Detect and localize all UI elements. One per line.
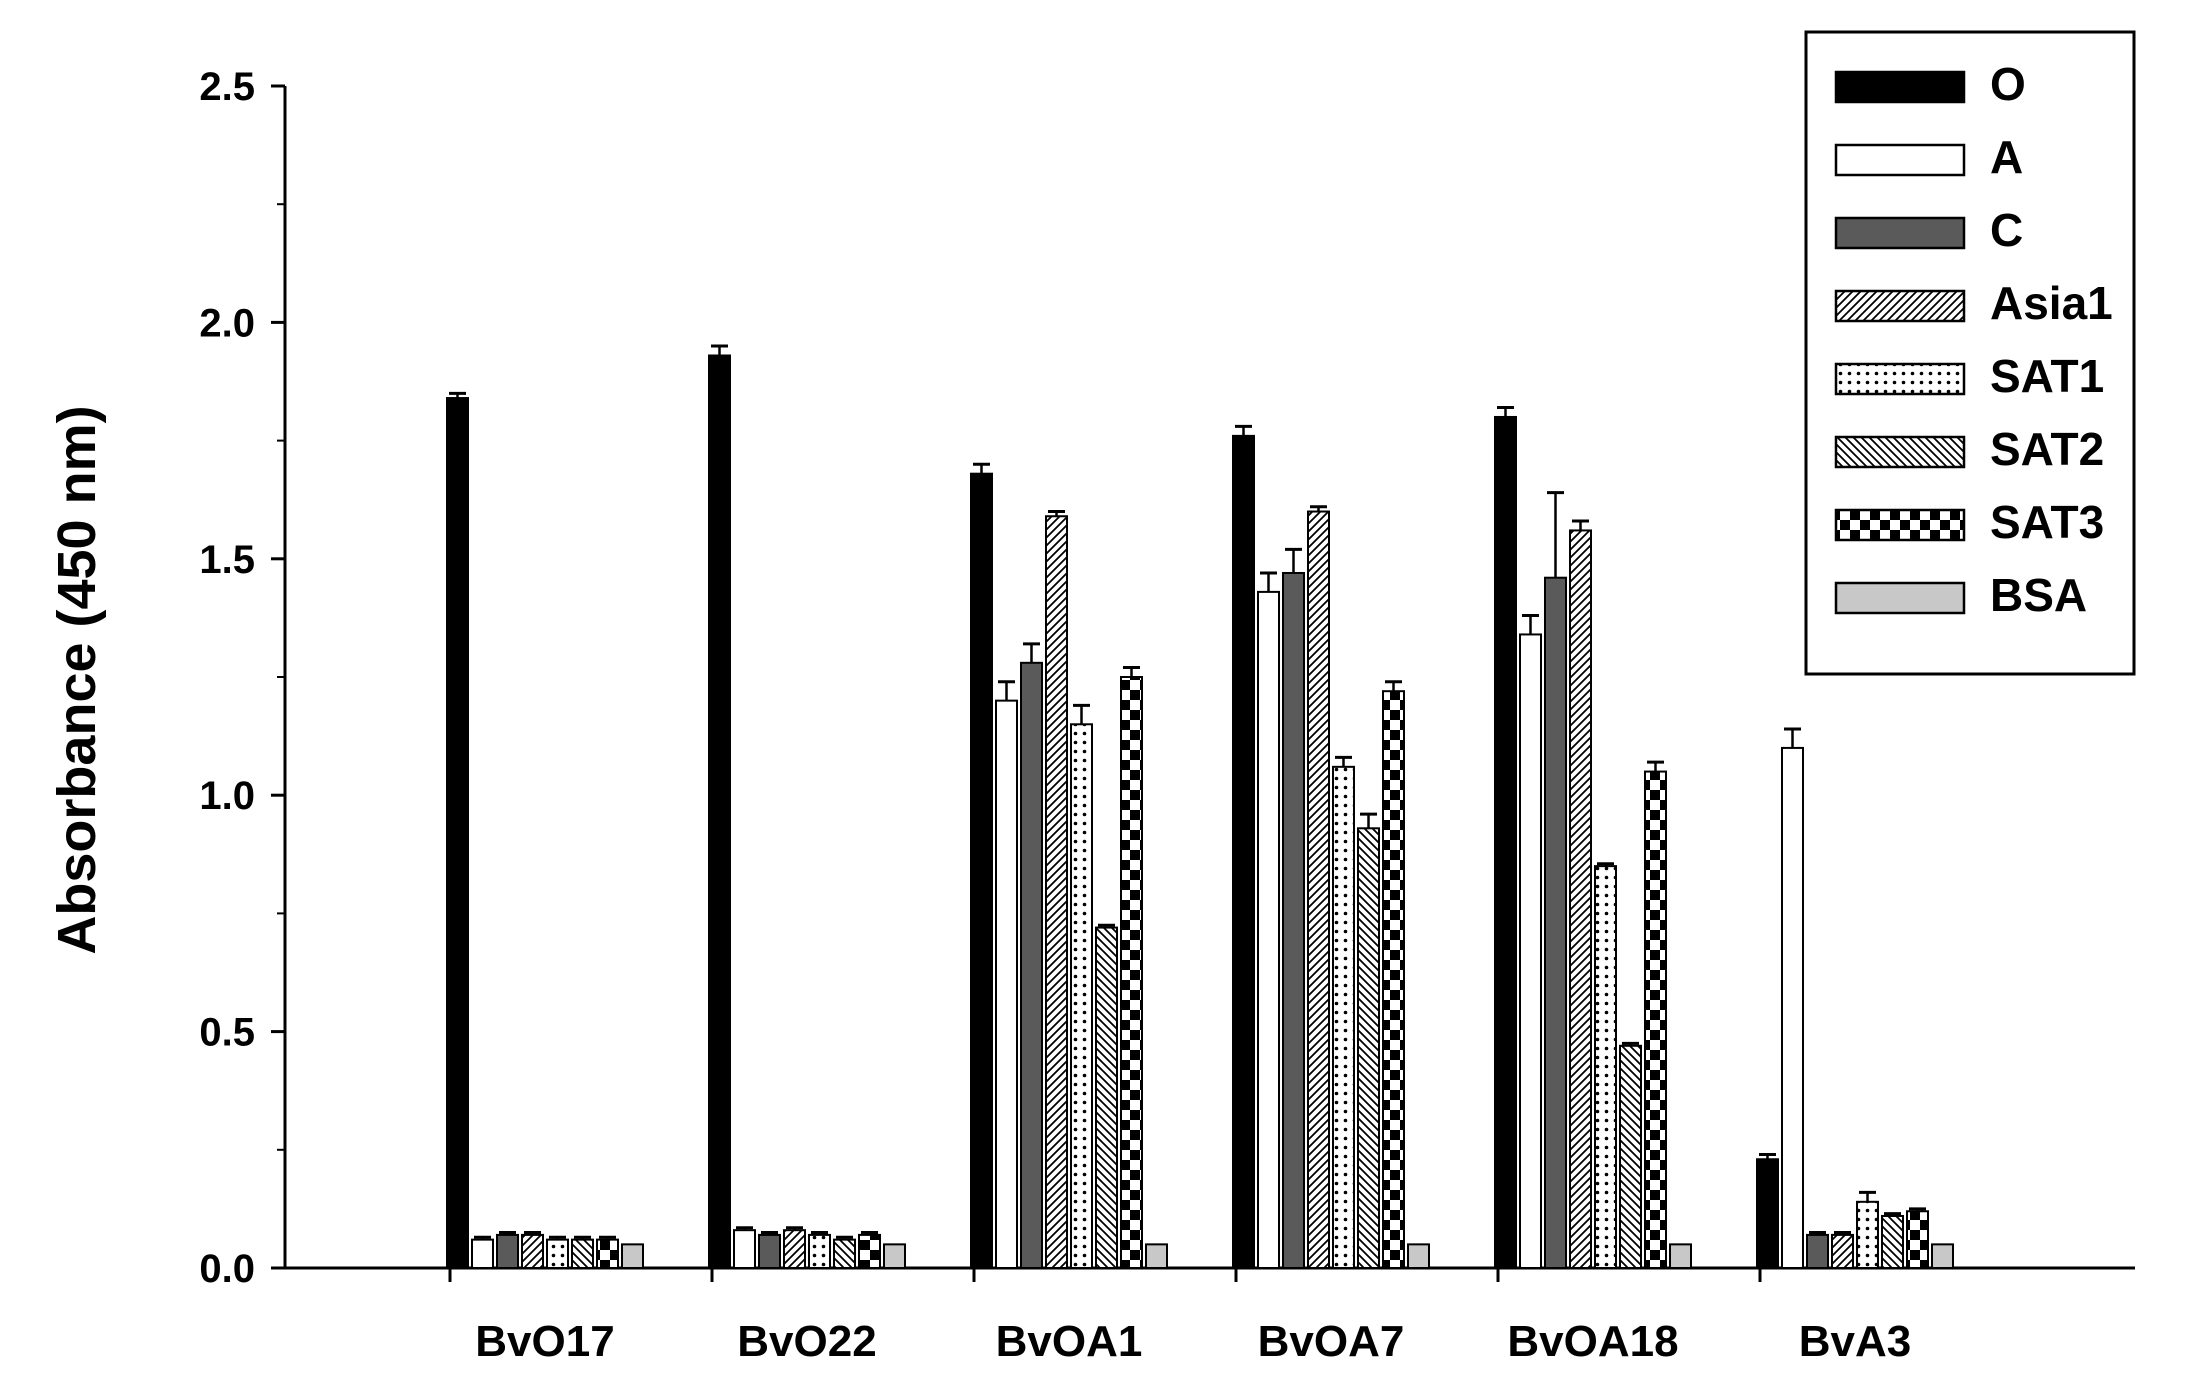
x-tick-label: BvOA1 (996, 1317, 1143, 1366)
bar-sat1-bvo17 (546, 1238, 569, 1269)
bar-sat3-bvoa7 (1382, 690, 1405, 1269)
bar-sat3-bva3 (1906, 1210, 1929, 1270)
bar-sat2-bvo17 (571, 1238, 594, 1269)
x-tick-label: BvO17 (475, 1317, 614, 1366)
legend-box (1804, 30, 2136, 676)
legend-swatch-sat3 (1834, 508, 1966, 542)
bar-c-bvo22 (758, 1233, 781, 1270)
bar-sat3-bvo17 (596, 1238, 619, 1269)
bar-bsa-bvoa18 (1669, 1243, 1692, 1269)
y-tick-label: 2.0 (199, 301, 255, 345)
bar-sat1-bva3 (1856, 1200, 1879, 1269)
bar-c-bvo17 (496, 1233, 519, 1270)
legend-swatch-asia1 (1834, 289, 1966, 323)
legend-swatch-sat1 (1834, 362, 1966, 396)
bar-c-bvoa7 (1282, 571, 1305, 1269)
bar-sat1-bvo22 (808, 1233, 831, 1270)
bar-asia1-bvoa1 (1045, 515, 1068, 1269)
bar-asia1-bvoa7 (1307, 510, 1330, 1269)
legend-swatch-o (1834, 70, 1966, 104)
bar-bsa-bvo17 (621, 1243, 644, 1269)
legend-label-sat1: SAT1 (1990, 350, 2104, 402)
legend-label-sat2: SAT2 (1990, 423, 2104, 475)
bar-sat2-bvoa1 (1095, 926, 1118, 1269)
legend-label-c: C (1990, 204, 2023, 256)
y-tick-label: 0.0 (199, 1247, 255, 1291)
legend-label-asia1: Asia1 (1990, 277, 2113, 329)
legend-label-o: O (1990, 58, 2026, 110)
bar-sat1-bvoa7 (1332, 765, 1355, 1269)
bar-c-bva3 (1806, 1233, 1829, 1270)
y-axis: 0.0 0.5 1.0 1.5 2.0 2.5 (199, 65, 287, 1291)
y-axis-label: Absorbance (450 nm) (47, 405, 107, 954)
y-tick-label: 2.5 (199, 65, 255, 109)
bar-asia1-bvo17 (521, 1233, 544, 1270)
x-axis: BvO17 BvO22 BvOA1 BvOA7 BvOA18 BvA3 (285, 1266, 2135, 1366)
bar-bsa-bva3 (1931, 1243, 1954, 1269)
legend-swatch-sat2 (1834, 435, 1966, 469)
bar-sat1-bvoa1 (1070, 723, 1093, 1269)
bar-asia1-bvo22 (783, 1229, 806, 1270)
legend-swatch-bsa (1834, 581, 1966, 615)
bar-o-bvo22 (708, 354, 731, 1270)
y-tick-label: 1.5 (199, 538, 255, 582)
bar-bsa-bvo22 (883, 1243, 906, 1269)
bar-sat2-bvo22 (833, 1238, 856, 1269)
bar-o-bvoa18 (1494, 415, 1517, 1269)
x-tick-label: BvOA18 (1507, 1317, 1678, 1366)
bar-o-bvo17 (446, 397, 469, 1270)
bar-o-bvoa1 (970, 472, 993, 1270)
bar-a-bva3 (1781, 746, 1804, 1269)
x-tick-label: BvA3 (1799, 1317, 1912, 1366)
legend: OAC Asia1 SAT1 SAT2 SAT3 BSA (1804, 30, 2136, 676)
bars-group (446, 344, 1954, 1270)
legend-label-a: A (1990, 131, 2023, 183)
bar-bsa-bvoa1 (1145, 1243, 1168, 1269)
bar-sat3-bvo22 (858, 1233, 881, 1270)
legend-swatch-a (1834, 143, 1966, 177)
legend-label-sat3: SAT3 (1990, 496, 2104, 548)
bar-sat2-bvoa18 (1619, 1044, 1642, 1270)
bar-sat1-bvoa18 (1594, 865, 1617, 1269)
bar-o-bva3 (1756, 1158, 1779, 1269)
bar-c-bvoa18 (1544, 576, 1567, 1269)
x-tick-label: BvO22 (737, 1317, 876, 1366)
legend-swatch-c (1834, 216, 1966, 250)
x-tick-label: BvOA7 (1258, 1317, 1405, 1366)
legend-label-bsa: BSA (1990, 569, 2087, 621)
y-tick-label: 1.0 (199, 774, 255, 818)
bar-asia1-bva3 (1831, 1233, 1854, 1270)
bar-c-bvoa1 (1020, 661, 1043, 1269)
bar-sat2-bvoa7 (1357, 827, 1380, 1270)
bar-a-bvo22 (733, 1229, 756, 1270)
bar-bsa-bvoa7 (1407, 1243, 1430, 1269)
bar-sat3-bvoa18 (1644, 770, 1667, 1269)
bar-a-bvo17 (471, 1238, 494, 1269)
bar-a-bvoa1 (995, 699, 1018, 1269)
bar-sat2-bva3 (1881, 1214, 1904, 1269)
bar-a-bvoa7 (1257, 590, 1280, 1269)
bar-o-bvoa7 (1232, 434, 1255, 1269)
y-tick-label: 0.5 (199, 1011, 255, 1055)
bar-asia1-bvoa18 (1569, 529, 1592, 1269)
bar-sat3-bvoa1 (1120, 676, 1143, 1269)
bar-a-bvoa18 (1519, 633, 1542, 1269)
